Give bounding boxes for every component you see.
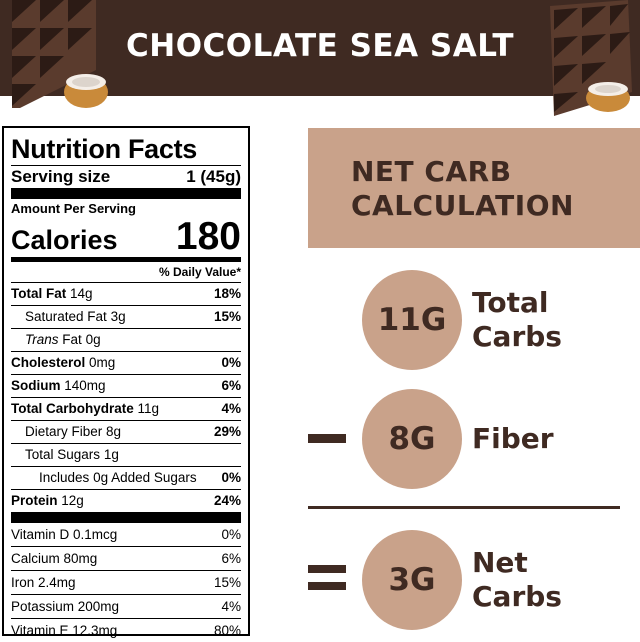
equals-sign: [308, 582, 346, 590]
nutrient-row: Total Fat 14g 18%: [11, 282, 241, 305]
daily-value-header: % Daily Value*: [158, 265, 241, 279]
serving-value: 1 (45g): [186, 167, 241, 186]
nutrient-row: Sodium 140mg 6%: [11, 374, 241, 397]
salt-bowl-icon: [586, 82, 630, 112]
chocolate-bar-icon: [12, 0, 108, 108]
vitamin-row: Potassium 200mg 4%: [11, 594, 241, 618]
vitamin-row: Vitamin D 0.1mcg 0%: [11, 527, 241, 542]
net-carb-heading: NET CARB CALCULATION: [351, 155, 574, 222]
serving-label: Serving size: [11, 167, 111, 186]
nutrient-row: Cholesterol 0mg 0%: [11, 351, 241, 374]
nutrition-title: Nutrition Facts: [11, 134, 198, 164]
salt-bowl-icon: [64, 74, 108, 108]
nutrient-row: Protein 12g 24%: [11, 489, 241, 512]
vitamin-row: Vitamin E 12.3mg 80%: [11, 618, 241, 642]
vitamin-row: Calcium 80mg 6%: [11, 546, 241, 570]
header-banner: CHOCOLATE SEA SALT: [0, 0, 640, 116]
nutrient-row: Total Carbohydrate 11g 4%: [11, 397, 241, 420]
calories-label: Calories: [11, 225, 118, 255]
divider-line: [308, 506, 620, 509]
minus-sign: [308, 434, 346, 443]
nutrient-row: Includes 0g Added Sugars 0%: [11, 466, 241, 489]
nutrient-row: Dietary Fiber 8g 29%: [11, 420, 241, 443]
fiber-label: Fiber: [472, 422, 554, 455]
calories-value: 180: [175, 215, 241, 258]
total-carbs-circle: 11G: [362, 270, 462, 370]
nutrient-row: Trans Fat 0g: [11, 328, 241, 351]
net-carb-heading-box: NET CARB CALCULATION: [308, 128, 640, 248]
equals-sign: [308, 565, 346, 573]
amount-per-serving: Amount Per Serving: [11, 201, 136, 216]
nutrient-row: Total Sugars 1g: [11, 443, 241, 466]
page-title: CHOCOLATE SEA SALT: [126, 28, 514, 64]
serving-size-row: Serving size 1 (45g): [11, 166, 241, 188]
nutrition-facts-panel: Nutrition Facts Serving size 1 (45g) Amo…: [2, 126, 250, 638]
total-carbs-label: Total Carbs: [472, 286, 562, 353]
vitamin-row: Iron 2.4mg 15%: [11, 570, 241, 594]
calories-row: Calories 180: [11, 217, 241, 257]
net-carbs-label: Net Carbs: [472, 546, 562, 613]
fiber-circle: 8G: [362, 389, 462, 489]
nutrient-row: Saturated Fat 3g 15%: [11, 305, 241, 328]
chocolate-bar-icon: [550, 0, 632, 116]
net-carbs-circle: 3G: [362, 530, 462, 630]
